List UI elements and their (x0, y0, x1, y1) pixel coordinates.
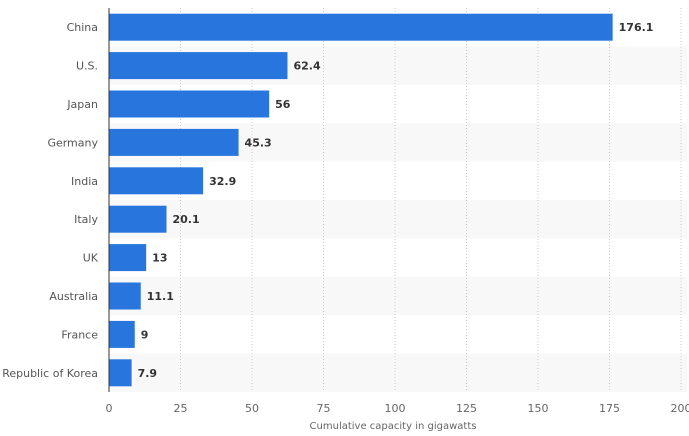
data-label: 7.9 (138, 367, 158, 380)
x-tick-label: 150 (528, 402, 549, 415)
bar (109, 205, 167, 233)
row-band (109, 200, 687, 239)
x-tick-label: 0 (106, 402, 113, 415)
x-tick-label: 75 (317, 402, 331, 415)
x-tick-label: 200 (671, 402, 689, 415)
data-label: 9 (141, 328, 149, 341)
bar (109, 90, 270, 118)
data-label: 56 (275, 98, 291, 111)
data-label: 45.3 (245, 136, 272, 149)
category-label: Australia (49, 290, 98, 303)
x-tick-label: 175 (599, 402, 620, 415)
bar (109, 359, 132, 387)
bar (109, 244, 147, 272)
category-label: China (67, 21, 98, 34)
bar (109, 282, 141, 310)
category-label: Japan (66, 98, 98, 111)
x-tick-label: 25 (174, 402, 188, 415)
bar (109, 128, 239, 156)
category-label: Italy (74, 213, 98, 226)
category-label: France (61, 328, 98, 341)
bar (109, 167, 204, 195)
bar (109, 52, 288, 80)
x-tick-label: 100 (385, 402, 406, 415)
data-label: 176.1 (619, 21, 654, 34)
data-label: 62.4 (293, 60, 320, 73)
category-label: U.S. (76, 60, 98, 73)
bar (109, 13, 613, 41)
category-label: Republic of Korea (2, 367, 98, 380)
data-label: 32.9 (209, 175, 236, 188)
category-label: Germany (47, 136, 98, 149)
category-label: India (71, 175, 98, 188)
data-label: 11.1 (147, 290, 174, 303)
x-tick-label: 125 (456, 402, 477, 415)
x-tick-label: 50 (245, 402, 259, 415)
bar (109, 320, 135, 348)
category-label: UK (83, 252, 99, 265)
row-band (109, 276, 687, 316)
data-label: 20.1 (172, 213, 199, 226)
data-label: 13 (152, 252, 167, 265)
x-axis-title: Cumulative capacity in gigawatts (310, 421, 477, 432)
row-band (109, 353, 687, 392)
